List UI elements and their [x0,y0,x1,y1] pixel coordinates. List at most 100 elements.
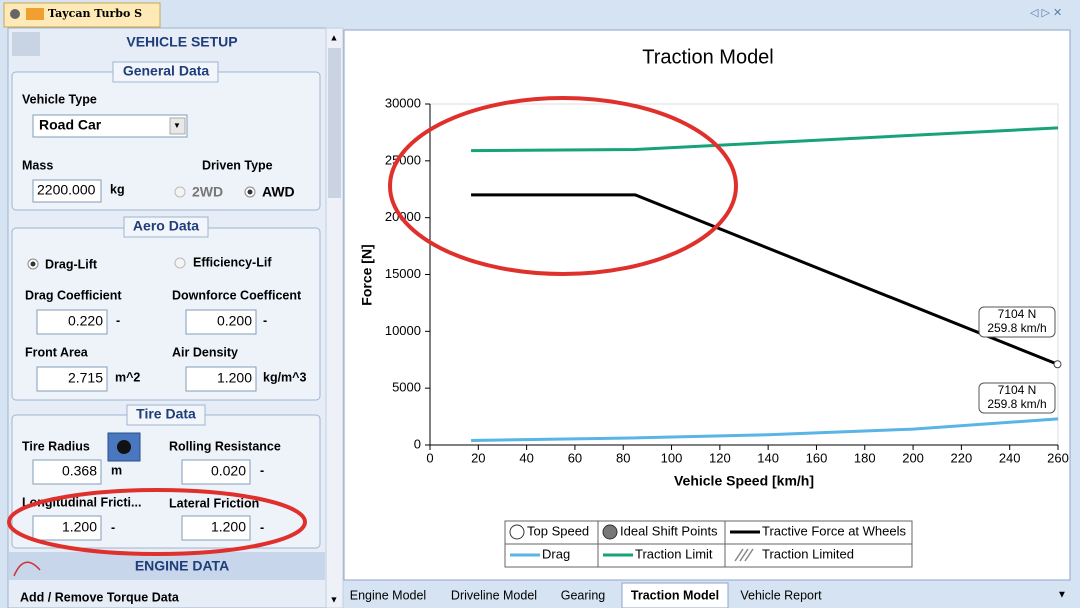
input-value: 0.368 [62,463,97,479]
y-tick-label: 15000 [385,266,421,281]
line [471,417,1059,442]
x-tick-label: 80 [616,450,630,465]
group-label [126,404,206,426]
section-header[interactable] [9,552,325,580]
bottom-tab[interactable]: Gearing [561,588,606,602]
input[interactable] [181,459,251,485]
select-button[interactable] [169,117,186,135]
x-tick-label: 20 [471,450,485,465]
x-tick-label: 200 [902,450,924,465]
annotation-text: 259.8 km/h [987,397,1046,411]
marker [1053,360,1062,369]
input[interactable] [185,366,257,392]
scroll-up[interactable]: ▲ [330,32,339,42]
bottom-tab[interactable]: Traction Model [631,588,719,602]
radio-label: Efficiency-Lif [193,255,272,269]
select[interactable] [32,114,188,138]
legend-label: Ideal Shift Points [620,523,718,538]
close-icon[interactable] [10,9,20,19]
select-value: Road Car [39,117,102,133]
input-value: 0.220 [68,313,103,329]
group-label [123,216,209,238]
legend-swatch [744,548,754,562]
chart-area [343,29,1071,581]
y-tick-label: 5000 [392,380,421,395]
radio-dot [247,189,253,195]
x-tick-label: 160 [806,450,828,465]
line [471,193,1059,366]
annotation-text: 259.8 km/h [987,321,1046,335]
input-value: 0.020 [211,463,246,479]
unit: kg [110,182,125,196]
car-icon [26,8,44,20]
label: Air Density [172,345,238,359]
x-tick-label: 140 [757,450,779,465]
input-value: 0.200 [217,313,252,329]
input[interactable] [185,309,257,335]
bottom-tab[interactable]: Vehicle Report [740,588,822,602]
scroll-thumb[interactable] [328,48,341,198]
x-tick-label: 240 [999,450,1021,465]
unit: - [111,520,115,534]
setup-icon [12,32,40,56]
x-tick-label: 0 [426,450,433,465]
x-tick-label: 120 [709,450,731,465]
unit: - [260,463,264,477]
unit: m^2 [115,370,140,384]
x-tick-label: 220 [951,450,973,465]
scroll-down[interactable]: ▼ [330,594,339,604]
legend-swatch [734,548,744,562]
unit: - [116,313,120,327]
tab-menu[interactable]: ▼ [1057,590,1067,601]
input-value: 1.200 [62,519,97,535]
label: Lateral Friction [169,496,259,510]
x-axis-label: Vehicle Speed [km/h] [674,473,814,489]
label: Downforce Coefficent [172,288,302,302]
radio[interactable] [174,186,186,198]
legend-label: Drag [542,546,570,561]
label: Add / Remove Torque Data [20,590,180,604]
input[interactable] [32,179,102,203]
highlight [7,488,307,556]
label: Mass [22,158,53,172]
unit: m [111,463,122,477]
input-value: 1.200 [217,370,252,386]
nav-icons[interactable]: ◁ ▷ ✕ [1030,7,1062,19]
y-tick-label: 30000 [385,95,421,110]
panel-title: VEHICLE SETUP [126,34,237,50]
engine-icon [13,561,41,577]
legend-swatch [739,548,749,562]
tire-icon-wheel [117,440,131,454]
radio-label: AWD [262,184,295,200]
input[interactable] [36,309,108,335]
x-tick-label: 180 [854,450,876,465]
input[interactable] [181,515,251,541]
radio-label: Drag-Lift [45,257,98,271]
legend-swatch [602,524,618,540]
group-title: General Data [123,63,210,79]
bottom-tab[interactable]: Driveline Model [451,588,537,602]
input[interactable] [36,366,108,392]
annotation-box [978,382,1056,414]
legend-label: Top Speed [527,523,589,538]
group-label [112,61,219,83]
group-title: Aero Data [133,218,199,234]
legend-label: Tractive Force at Wheels [762,523,907,538]
highlight [388,96,738,276]
label: Driven Type [202,158,273,172]
input-value: 1.200 [211,519,246,535]
radio[interactable] [174,257,186,269]
legend-label: Traction Limited [762,546,854,561]
unit: - [260,520,264,534]
label: Front Area [25,345,89,359]
input[interactable] [32,515,102,541]
unit: - [263,313,267,327]
chart-title: Traction Model [642,46,774,68]
bottom-tab[interactable]: Engine Model [350,588,426,602]
input[interactable] [32,459,102,485]
label: Drag Coefficient [25,288,122,302]
input-value: 2.715 [68,370,103,386]
x-tick-label: 60 [568,450,582,465]
active-tab[interactable] [621,582,729,608]
